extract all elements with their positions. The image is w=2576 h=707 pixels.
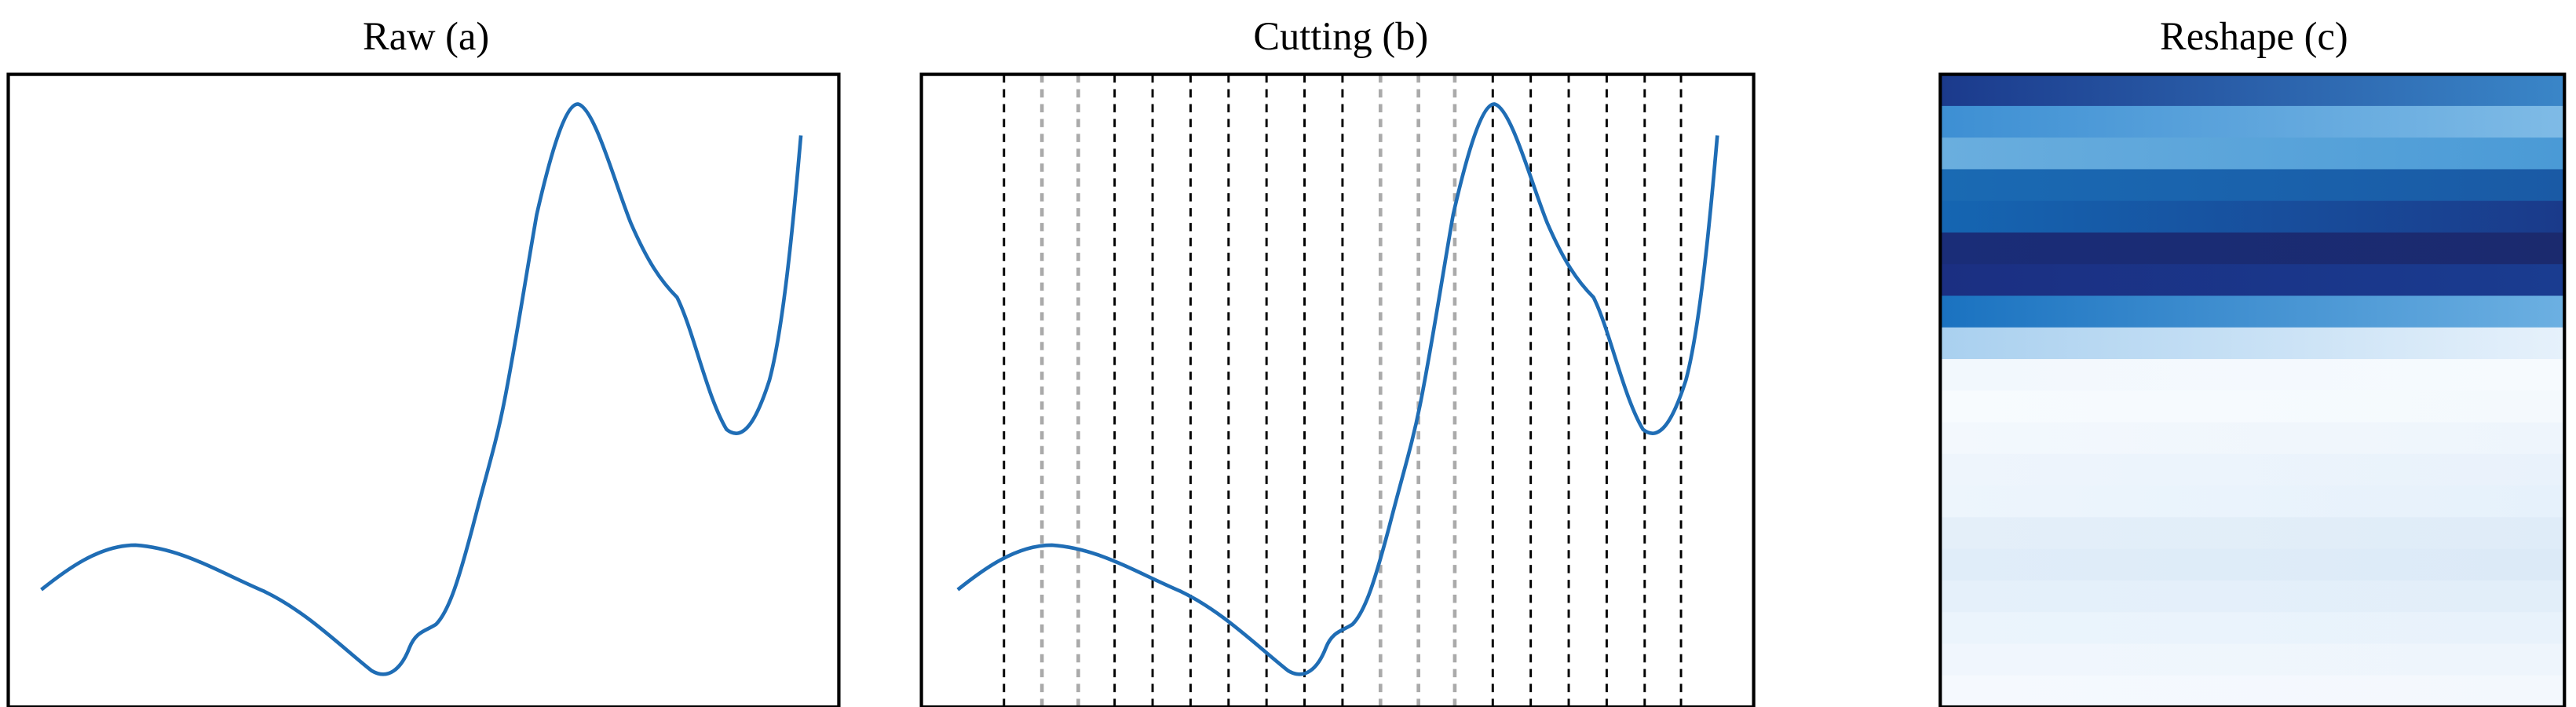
heatmap-row — [1940, 105, 2565, 139]
signal-curve — [958, 104, 1717, 674]
heatmap-row — [1940, 295, 2565, 328]
heatmap-row — [1940, 232, 2565, 266]
heatmap-row — [1940, 517, 2565, 550]
signal-curve — [40, 102, 803, 676]
heatmap-row — [1940, 485, 2565, 518]
heatmap-row — [1940, 453, 2565, 487]
heatmap-row — [1940, 74, 2565, 107]
panel-raw: Raw (a) — [6, 14, 841, 707]
heatmap-row — [1940, 169, 2565, 202]
heatmap-row — [1940, 548, 2565, 581]
panel-title: Raw (a) — [363, 14, 489, 58]
panel-reshape: Reshape (c) — [1938, 14, 2567, 707]
heatmap-row — [1940, 390, 2565, 423]
heatmap-row — [1940, 422, 2565, 455]
heatmap-row — [1940, 643, 2565, 676]
heatmap-row — [1940, 137, 2565, 170]
heatmap-row — [1940, 264, 2565, 297]
panel-title: Cutting (b) — [1253, 14, 1428, 58]
panel-frame — [6, 72, 841, 707]
heatmap-row — [1940, 200, 2565, 234]
heatmap-row — [1940, 675, 2565, 707]
panel-frame — [1938, 72, 2567, 707]
heatmap-row — [1940, 580, 2565, 614]
panel-cutting: Cutting (b) — [919, 14, 1756, 707]
heatmap-row — [1940, 359, 2565, 392]
panel-frame — [919, 72, 1756, 707]
heatmap-row — [1940, 612, 2565, 645]
heatmap-row — [1940, 327, 2565, 361]
panel-title: Reshape (c) — [2160, 14, 2348, 58]
